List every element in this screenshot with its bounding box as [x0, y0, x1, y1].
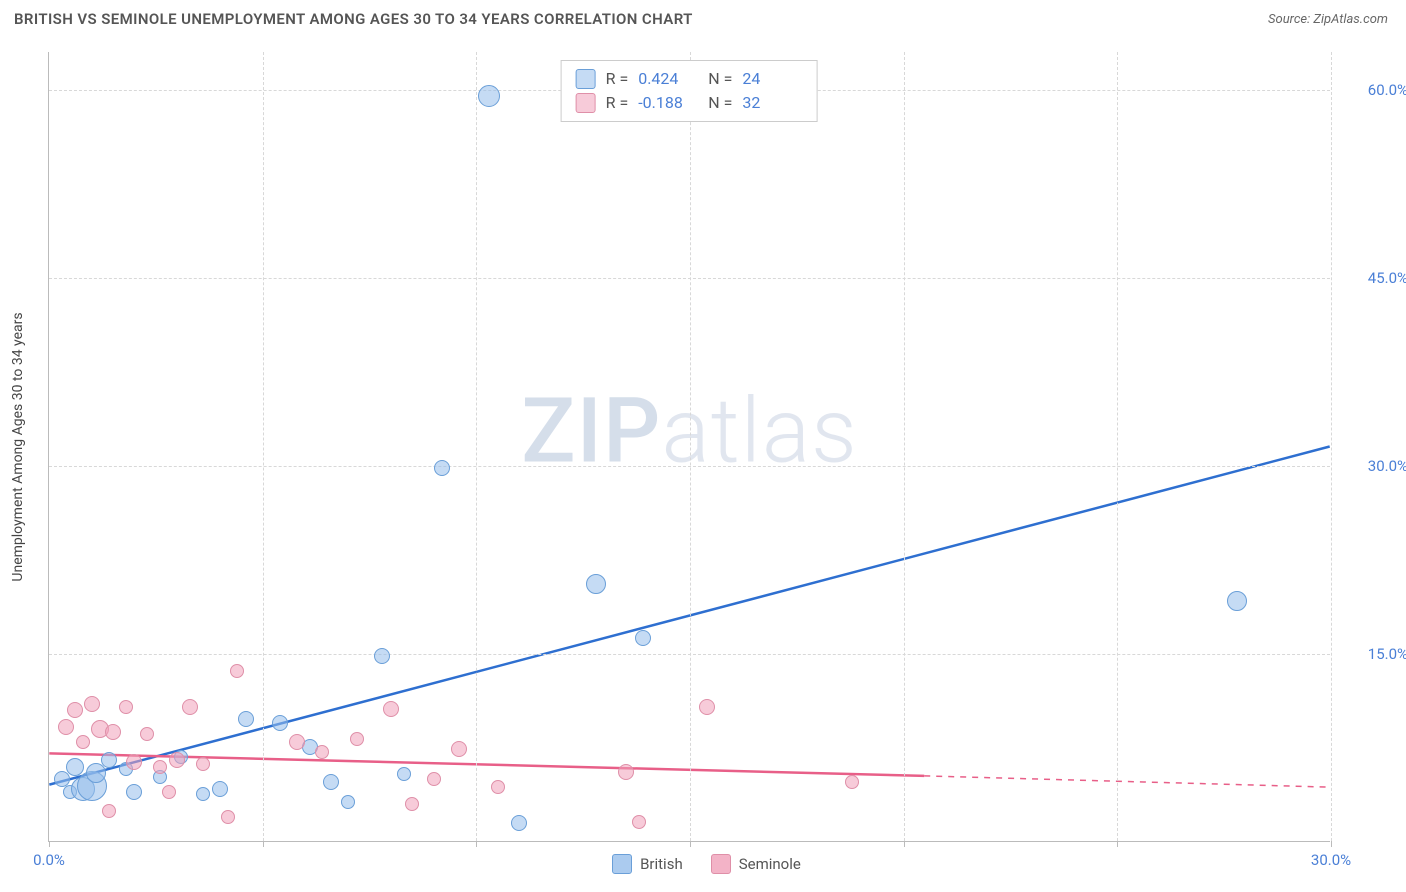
- data-point-seminole: [618, 764, 634, 780]
- data-point-seminole: [289, 734, 305, 750]
- data-point-seminole: [119, 700, 133, 714]
- data-point-seminole: [76, 735, 90, 749]
- data-point-british: [1227, 591, 1247, 611]
- data-point-seminole: [405, 797, 419, 811]
- gridline-v: [1331, 52, 1332, 841]
- gridline-v: [690, 52, 691, 841]
- stat-r-label: R =: [606, 67, 629, 91]
- data-point-seminole: [140, 727, 154, 741]
- data-point-seminole: [196, 757, 210, 771]
- data-point-british: [511, 815, 527, 831]
- stat-n-british: 24: [742, 67, 802, 91]
- x-tick-mark: [690, 841, 691, 847]
- gridline-v: [263, 52, 264, 841]
- y-tick-label: 60.0%: [1338, 81, 1406, 99]
- data-point-british: [586, 574, 606, 594]
- regression-line: [924, 776, 1329, 787]
- gridline-v: [476, 52, 477, 841]
- data-point-seminole: [230, 664, 244, 678]
- data-point-seminole: [153, 760, 167, 774]
- chart-container: Unemployment Among Ages 30 to 34 years Z…: [48, 52, 1330, 842]
- stat-n-label: N =: [708, 67, 732, 91]
- data-point-british: [478, 85, 500, 107]
- y-axis-title: Unemployment Among Ages 30 to 34 years: [10, 312, 26, 581]
- data-point-british: [323, 774, 339, 790]
- data-point-seminole: [699, 699, 715, 715]
- data-point-seminole: [105, 724, 121, 740]
- data-point-seminole: [58, 719, 74, 735]
- x-tick-mark: [1331, 841, 1332, 847]
- data-point-seminole: [383, 701, 399, 717]
- stat-r-seminole: -0.188: [638, 91, 698, 115]
- legend-swatch: [711, 854, 731, 874]
- data-point-seminole: [632, 815, 646, 829]
- data-point-seminole: [427, 772, 441, 786]
- data-point-british: [212, 781, 228, 797]
- data-point-british: [272, 715, 288, 731]
- data-point-british: [196, 787, 210, 801]
- data-point-seminole: [491, 780, 505, 794]
- data-point-seminole: [350, 732, 364, 746]
- data-point-british: [374, 648, 390, 664]
- data-point-seminole: [162, 785, 176, 799]
- legend-item-seminole: Seminole: [711, 854, 801, 874]
- swatch-british: [576, 69, 596, 89]
- swatch-seminole: [576, 93, 596, 113]
- data-point-seminole: [102, 804, 116, 818]
- data-point-seminole: [67, 702, 83, 718]
- stat-r-label: R =: [606, 91, 629, 115]
- gridline-v: [904, 52, 905, 841]
- watermark-bold: ZIP: [521, 378, 661, 483]
- data-point-seminole: [169, 752, 185, 768]
- y-tick-label: 15.0%: [1338, 645, 1406, 663]
- data-point-british: [635, 630, 651, 646]
- data-point-seminole: [84, 696, 100, 712]
- x-tick-mark: [49, 841, 50, 847]
- legend-swatch: [612, 854, 632, 874]
- data-point-british: [341, 795, 355, 809]
- data-point-seminole: [126, 754, 142, 770]
- y-tick-label: 30.0%: [1338, 457, 1406, 475]
- legend-label: British: [640, 855, 683, 873]
- stat-r-british: 0.424: [638, 67, 698, 91]
- data-point-seminole: [315, 745, 329, 759]
- chart-title: BRITISH VS SEMINOLE UNEMPLOYMENT AMONG A…: [14, 10, 693, 28]
- gridline-v: [1117, 52, 1118, 841]
- legend-label: Seminole: [739, 855, 801, 873]
- legend-item-british: British: [612, 854, 683, 874]
- data-point-british: [238, 711, 254, 727]
- data-point-seminole: [845, 775, 859, 789]
- y-tick-label: 45.0%: [1338, 269, 1406, 287]
- x-tick-label: 30.0%: [1311, 851, 1351, 869]
- stats-legend-box: R = 0.424 N = 24 R = -0.188 N = 32: [561, 60, 818, 122]
- data-point-british: [434, 460, 450, 476]
- data-point-seminole: [221, 810, 235, 824]
- x-tick-mark: [263, 841, 264, 847]
- x-tick-mark: [1117, 841, 1118, 847]
- x-tick-mark: [904, 841, 905, 847]
- data-point-british: [397, 767, 411, 781]
- legend-bottom: British Seminole: [612, 854, 801, 874]
- plot-area: ZIPatlas 15.0%30.0%45.0%60.0%0.0%30.0%: [48, 52, 1330, 842]
- data-point-seminole: [182, 699, 198, 715]
- stat-n-seminole: 32: [742, 91, 802, 115]
- data-point-british: [101, 752, 117, 768]
- stat-n-label: N =: [708, 91, 732, 115]
- stats-row-seminole: R = -0.188 N = 32: [576, 91, 803, 115]
- stats-row-british: R = 0.424 N = 24: [576, 67, 803, 91]
- data-point-british: [126, 784, 142, 800]
- source-attribution: Source: ZipAtlas.com: [1268, 12, 1388, 27]
- x-tick-label: 0.0%: [33, 851, 65, 869]
- data-point-british: [66, 758, 84, 776]
- data-point-seminole: [451, 741, 467, 757]
- x-tick-mark: [476, 841, 477, 847]
